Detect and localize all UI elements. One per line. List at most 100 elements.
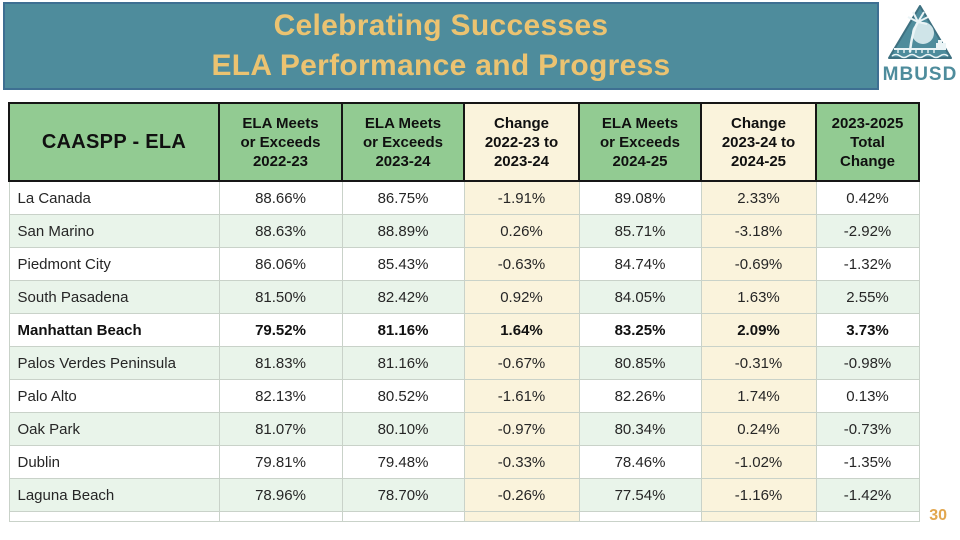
value-cell: 79.81% bbox=[218, 445, 343, 479]
value-cell: -0.33% bbox=[463, 445, 580, 479]
column-header: CAASPP - ELA bbox=[8, 102, 220, 182]
table-row: Dublin 79.81% 79.48% -0.33% 78.46% -1.02% -1.3… bbox=[8, 445, 920, 479]
district-cell: Manhattan Beach bbox=[8, 313, 220, 347]
column-header: Change 2022-23 to 2023-24 bbox=[463, 102, 580, 182]
district-cell: Laguna Beach bbox=[8, 478, 220, 512]
value-cell: -0.97% bbox=[463, 412, 580, 446]
value-cell: 89.08% bbox=[578, 180, 702, 215]
empty-cell bbox=[578, 511, 702, 522]
district-cell: South Pasadena bbox=[8, 280, 220, 314]
page-number: 30 bbox=[929, 507, 947, 524]
district-cell: Palos Verdes Peninsula bbox=[8, 346, 220, 380]
value-cell: 78.70% bbox=[341, 478, 465, 512]
value-cell: 0.26% bbox=[463, 214, 580, 248]
value-cell: 3.73% bbox=[815, 313, 920, 347]
value-cell: 82.26% bbox=[578, 379, 702, 413]
value-cell: -0.69% bbox=[700, 247, 817, 281]
value-cell: -0.67% bbox=[463, 346, 580, 380]
value-cell: 1.74% bbox=[700, 379, 817, 413]
table-row: San Marino 88.63% 88.89% 0.26% 85.71% -3.18% -… bbox=[8, 214, 920, 248]
table-header-row: CAASPP - ELA ELA Meets or Exceeds 2022-23… bbox=[8, 102, 920, 182]
column-header: Change 2023-24 to 2024-25 bbox=[700, 102, 817, 182]
table-row: La Canada 88.66% 86.75% -1.91% 89.08% 2.33% 0.… bbox=[8, 180, 920, 215]
district-cell: Piedmont City bbox=[8, 247, 220, 281]
title-band: Celebrating Successes ELA Performance an… bbox=[3, 2, 879, 90]
value-cell: 83.25% bbox=[578, 313, 702, 347]
value-cell: 80.52% bbox=[341, 379, 465, 413]
value-cell: -2.92% bbox=[815, 214, 920, 248]
column-header: ELA Meets or Exceeds 2022-23 bbox=[218, 102, 343, 182]
partial-row bbox=[8, 511, 920, 522]
empty-cell bbox=[815, 511, 920, 522]
column-header: 2023-2025 Total Change bbox=[815, 102, 920, 182]
district-cell: Oak Park bbox=[8, 412, 220, 446]
mbusd-logo-icon: MBUSD bbox=[883, 5, 958, 85]
value-cell: -0.73% bbox=[815, 412, 920, 446]
column-header: ELA Meets or Exceeds 2023-24 bbox=[341, 102, 465, 182]
value-cell: -1.91% bbox=[463, 180, 580, 215]
value-cell: 0.24% bbox=[700, 412, 817, 446]
mbusd-logo: MBUSD bbox=[880, 0, 960, 96]
value-cell: -1.42% bbox=[815, 478, 920, 512]
slide-title-line1: Celebrating Successes bbox=[273, 9, 609, 42]
value-cell: 1.64% bbox=[463, 313, 580, 347]
value-cell: 84.74% bbox=[578, 247, 702, 281]
value-cell: -0.98% bbox=[815, 346, 920, 380]
empty-cell bbox=[341, 511, 465, 522]
slide-title-line2: ELA Performance and Progress bbox=[211, 49, 671, 82]
value-cell: 85.43% bbox=[341, 247, 465, 281]
value-cell: 81.07% bbox=[218, 412, 343, 446]
value-cell: 78.96% bbox=[218, 478, 343, 512]
column-header: ELA Meets or Exceeds 2024-25 bbox=[578, 102, 702, 182]
district-cell: San Marino bbox=[8, 214, 220, 248]
table-row: Palo Alto 82.13% 80.52% -1.61% 82.26% 1.74% 0.… bbox=[8, 379, 920, 413]
empty-cell bbox=[218, 511, 343, 522]
value-cell: 2.09% bbox=[700, 313, 817, 347]
value-cell: 0.13% bbox=[815, 379, 920, 413]
district-cell: La Canada bbox=[8, 180, 220, 215]
value-cell: 85.71% bbox=[578, 214, 702, 248]
district-cell: Dublin bbox=[8, 445, 220, 479]
table-row: Manhattan Beach 79.52% 81.16% 1.64% 83.25% 2.… bbox=[8, 313, 920, 347]
value-cell: 86.06% bbox=[218, 247, 343, 281]
table-row: Oak Park 81.07% 80.10% -0.97% 80.34% 0.24% -0.… bbox=[8, 412, 920, 446]
value-cell: -1.16% bbox=[700, 478, 817, 512]
table-row: South Pasadena 81.50% 82.42% 0.92% 84.05% 1.6… bbox=[8, 280, 920, 314]
value-cell: 79.48% bbox=[341, 445, 465, 479]
value-cell: 2.55% bbox=[815, 280, 920, 314]
value-cell: 80.85% bbox=[578, 346, 702, 380]
caaspp-ela-table: CAASPP - ELA ELA Meets or Exceeds 2022-23… bbox=[8, 102, 920, 522]
value-cell: 78.46% bbox=[578, 445, 702, 479]
value-cell: 88.63% bbox=[218, 214, 343, 248]
value-cell: 77.54% bbox=[578, 478, 702, 512]
value-cell: 2.33% bbox=[700, 180, 817, 215]
value-cell: 81.16% bbox=[341, 313, 465, 347]
value-cell: 86.75% bbox=[341, 180, 465, 215]
value-cell: 80.10% bbox=[341, 412, 465, 446]
value-cell: 0.92% bbox=[463, 280, 580, 314]
empty-cell bbox=[8, 511, 220, 522]
caaspp-ela-table-wrap: CAASPP - ELA ELA Meets or Exceeds 2022-23… bbox=[8, 102, 920, 522]
value-cell: 0.42% bbox=[815, 180, 920, 215]
value-cell: -1.35% bbox=[815, 445, 920, 479]
value-cell: -1.32% bbox=[815, 247, 920, 281]
value-cell: -1.61% bbox=[463, 379, 580, 413]
value-cell: 1.63% bbox=[700, 280, 817, 314]
table-row: Palos Verdes Peninsula 81.83% 81.16% -0.67%… bbox=[8, 346, 920, 380]
table-row: Piedmont City 86.06% 85.43% -0.63% 84.74% -0.… bbox=[8, 247, 920, 281]
value-cell: 81.83% bbox=[218, 346, 343, 380]
empty-cell bbox=[463, 511, 580, 522]
value-cell: -1.02% bbox=[700, 445, 817, 479]
value-cell: -0.31% bbox=[700, 346, 817, 380]
value-cell: 82.13% bbox=[218, 379, 343, 413]
value-cell: 81.16% bbox=[341, 346, 465, 380]
empty-cell bbox=[700, 511, 817, 522]
value-cell: -0.26% bbox=[463, 478, 580, 512]
value-cell: -0.63% bbox=[463, 247, 580, 281]
value-cell: 82.42% bbox=[341, 280, 465, 314]
table-row: Laguna Beach 78.96% 78.70% -0.26% 77.54% -1.1… bbox=[8, 478, 920, 512]
district-cell: Palo Alto bbox=[8, 379, 220, 413]
value-cell: 81.50% bbox=[218, 280, 343, 314]
value-cell: 84.05% bbox=[578, 280, 702, 314]
mbusd-logo-text: MBUSD bbox=[883, 64, 958, 85]
